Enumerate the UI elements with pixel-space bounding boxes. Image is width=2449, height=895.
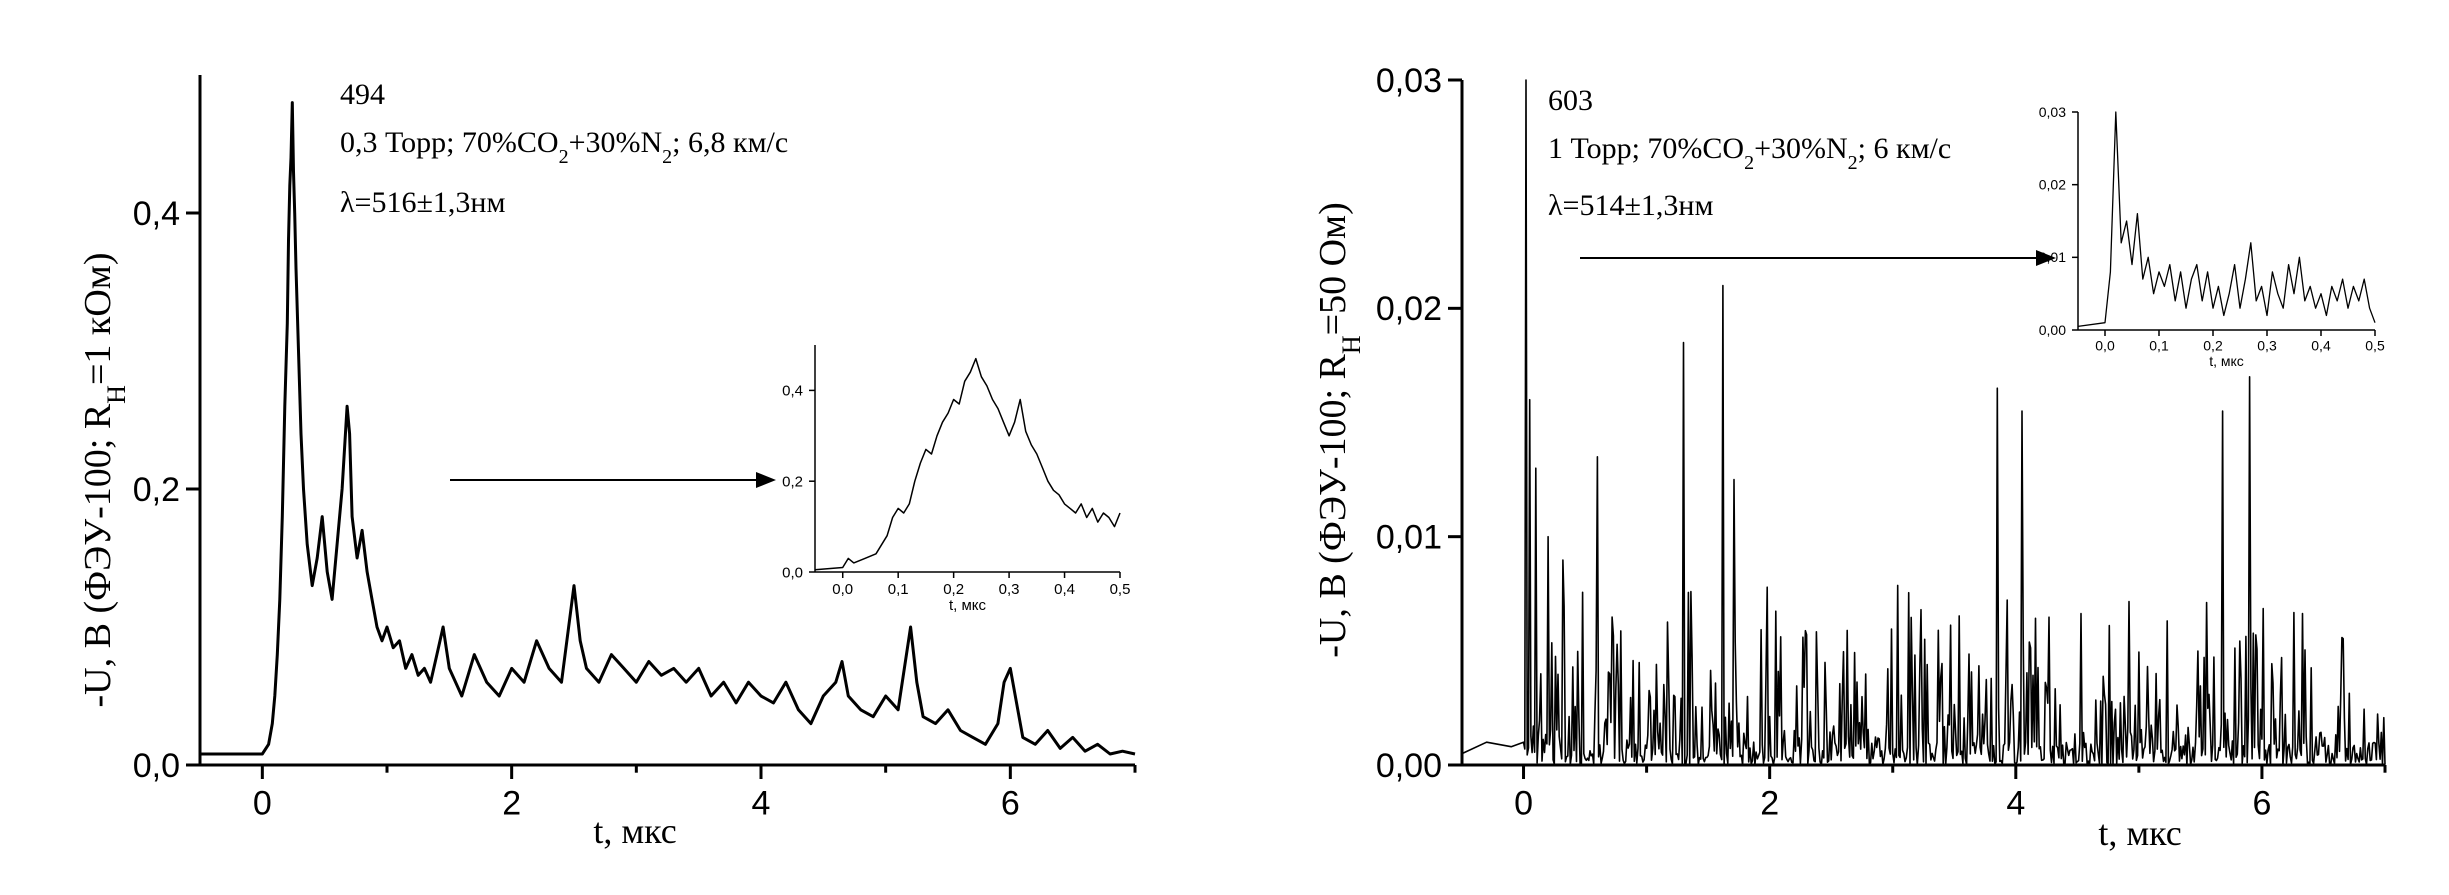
right-x-axis-label: t, мкс (2098, 813, 2181, 853)
left-x-axis-label: t, мкс (593, 811, 676, 851)
right-y-tick-label: 0,02 (1376, 290, 1442, 328)
right-x-tick-label: 6 (2252, 785, 2271, 823)
left-inset-x-tick-label: 0,1 (888, 581, 909, 598)
right-inset-x-axis-label: t, мкс (2209, 353, 2244, 369)
right-inset-y-tick-label: 0,00 (2039, 322, 2066, 338)
left-inset-x-tick-label: 0,5 (1110, 581, 1131, 598)
left-x-tick-label: 2 (502, 785, 521, 823)
right-inset-x-tick-label: 0,1 (2149, 338, 2169, 354)
right-x-tick-label: 4 (2006, 785, 2025, 823)
right-inset-x-tick-label: 0,0 (2095, 338, 2115, 354)
right-arrow-head (2036, 250, 2056, 266)
left-plot-area: 0 2 4 6 0,0 0,2 0,4 (133, 75, 1137, 823)
left-inset-x-tick-label: 0,4 (1054, 581, 1075, 598)
right-inset-x-tick-label: 0,4 (2311, 338, 2331, 354)
right-plot-area: 0 2 4 6 0,00 0,01 0,02 0,03 (1376, 62, 2387, 823)
left-annotation-conditions: 0,3 Торр; 70%CO2+30%N2; 6,8 км/с (340, 126, 788, 168)
right-inset-signal-line (2077, 111, 2376, 328)
right-x-tick-label: 2 (1760, 785, 1779, 823)
right-inset-plot: 0,00,10,20,30,40,50,000,010,020,03t, мкс (2039, 104, 2385, 369)
right-y-tick-label: 0,01 (1376, 519, 1442, 557)
left-inset-x-tick-label: 0,0 (832, 581, 853, 598)
right-inset-x-tick-label: 0,5 (2365, 338, 2385, 354)
right-signal-line (1461, 79, 2386, 766)
right-annotation-wavelength: λ=514±1,3нм (1548, 189, 1713, 222)
left-inset-y-tick-label: 0,2 (782, 473, 803, 490)
left-inset-x-tick-label: 0,3 (999, 581, 1020, 598)
left-x-tick-label: 4 (752, 785, 771, 823)
right-y-axis-label: -U, В (ФЭУ-100; RН=50 Ом) (1312, 202, 1366, 658)
left-arrow-head (756, 472, 776, 488)
right-inset-y-tick-label: 0,03 (2039, 104, 2066, 120)
left-y-tick-label: 0,0 (133, 747, 180, 785)
right-inset-x-tick-label: 0,3 (2257, 338, 2277, 354)
left-annotation-id: 494 (340, 78, 385, 111)
left-inset-x-tick-label: 0,2 (943, 581, 964, 598)
left-signal-line (200, 101, 1136, 756)
left-inset-plot: 0,0 0,1 0,2 0,3 0,4 0,5 0,0 0,2 0,4 t, мкс (782, 345, 1130, 614)
right-chart-panel: -U, В (ФЭУ-100; RН=50 Ом) t, мкс 603 1 Т… (1312, 62, 2387, 853)
left-x-tick-label: 0 (253, 785, 272, 823)
left-x-tick-label: 6 (1001, 785, 1020, 823)
left-annotation-wavelength: λ=516±1,3нм (340, 186, 505, 219)
left-inset-signal-line (814, 357, 1121, 571)
left-inset-x-axis-label: t, мкс (949, 597, 987, 614)
left-inset-y-tick-label: 0,0 (782, 564, 803, 581)
right-y-tick-label: 0,00 (1376, 747, 1442, 785)
left-y-tick-label: 0,2 (133, 471, 180, 509)
right-y-tick-label: 0,03 (1376, 62, 1442, 100)
left-chart-panel: -U, В (ФЭУ-100; RН=1 кОм) t, мкс 494 0,3… (77, 75, 1137, 851)
left-inset-y-tick-label: 0,4 (782, 383, 803, 400)
left-y-axis-label: -U, В (ФЭУ-100; RН=1 кОм) (77, 253, 131, 708)
right-annotation-conditions: 1 Торр; 70%CO2+30%N2; 6 км/с (1548, 132, 1951, 174)
right-inset-x-tick-label: 0,2 (2203, 338, 2223, 354)
left-y-tick-label: 0,4 (133, 195, 180, 233)
right-x-tick-label: 0 (1514, 785, 1533, 823)
right-inset-y-tick-label: 0,02 (2039, 177, 2066, 193)
right-annotation-id: 603 (1548, 84, 1593, 117)
